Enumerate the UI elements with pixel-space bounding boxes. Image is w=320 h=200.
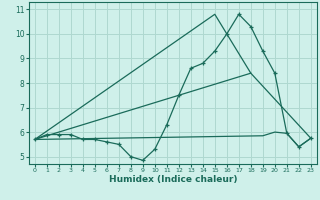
X-axis label: Humidex (Indice chaleur): Humidex (Indice chaleur) xyxy=(108,175,237,184)
